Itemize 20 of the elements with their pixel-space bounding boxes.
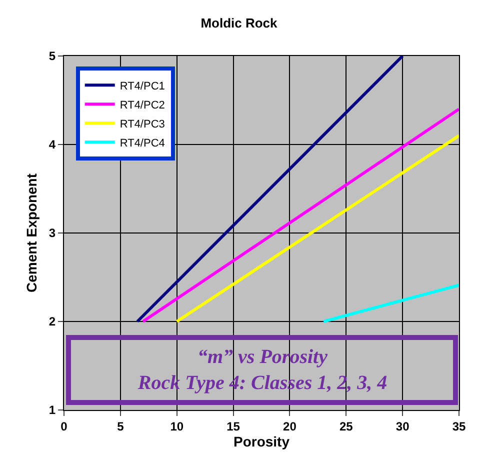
chart-title: Moldic Rock [200, 16, 278, 30]
y-tick-label: 1 [48, 403, 56, 418]
x-tick-label: 35 [452, 419, 466, 434]
x-tick-label: 5 [117, 419, 124, 434]
y-axis-title: Cement Exponent [24, 173, 40, 293]
x-tick-label: 30 [396, 419, 410, 434]
x-tick-label: 25 [339, 419, 354, 434]
x-tick-label: 0 [60, 419, 68, 434]
legend-label: RT4/PC1 [120, 80, 165, 92]
x-tick-label: 15 [226, 419, 240, 434]
y-tick-label: 2 [48, 314, 56, 329]
y-tick-label: 5 [48, 49, 56, 64]
x-tick-label: 20 [283, 419, 297, 434]
legend-label: RT4/PC2 [120, 99, 165, 112]
x-axis-title: Porosity [233, 433, 290, 450]
y-tick-label: 3 [48, 226, 56, 240]
x-tick-label: 10 [170, 419, 184, 434]
legend-label: RT4/PC4 [120, 137, 165, 150]
legend-label: RT4/PC3 [120, 118, 165, 130]
y-tick-label: 4 [48, 138, 56, 152]
